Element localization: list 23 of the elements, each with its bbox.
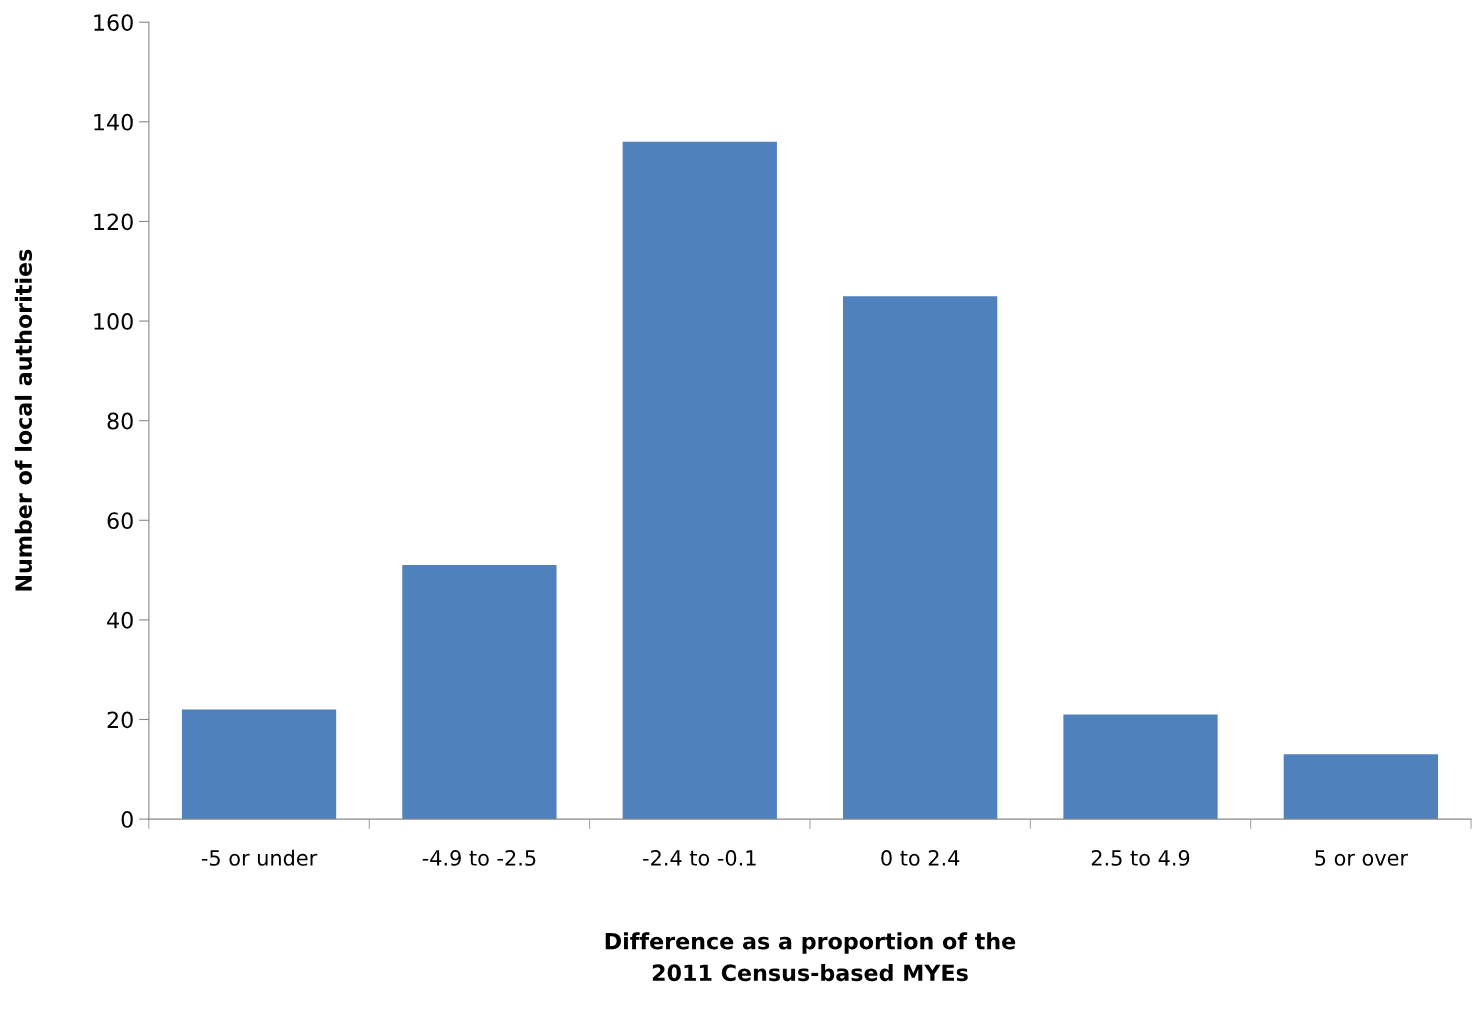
x-tick-label: 0 to 2.4 bbox=[881, 850, 960, 866]
y-tick-label: 40 bbox=[107, 611, 133, 629]
x-tick-label: -5 or under bbox=[201, 849, 318, 866]
bar bbox=[622, 141, 777, 820]
bar bbox=[843, 296, 998, 820]
bar bbox=[1063, 714, 1218, 820]
bar bbox=[181, 709, 337, 820]
y-tick-label: 160 bbox=[94, 14, 133, 31]
bar bbox=[402, 565, 557, 820]
y-tick-label: 140 bbox=[94, 113, 133, 131]
y-axis-title: Number of local authorities bbox=[14, 249, 33, 591]
y-tick-label: 0 bbox=[121, 811, 133, 828]
y-tick-label: 60 bbox=[107, 512, 133, 530]
bar bbox=[1283, 754, 1438, 820]
x-tick-label: -4.9 to -2.5 bbox=[422, 850, 536, 866]
y-tick-label: 120 bbox=[94, 213, 133, 231]
x-tick-label: 2.5 to 4.9 bbox=[1091, 850, 1190, 866]
y-tick-label: 80 bbox=[107, 412, 133, 430]
x-tick-label: -2.4 to -0.1 bbox=[643, 850, 756, 866]
y-tick-label: 20 bbox=[107, 711, 133, 729]
y-tick-label: 100 bbox=[94, 313, 133, 330]
x-axis-title: Difference as a proportion of the 2011 Census-based MYEs bbox=[605, 932, 1016, 982]
x-tick-label: 5 or over bbox=[1315, 850, 1408, 866]
